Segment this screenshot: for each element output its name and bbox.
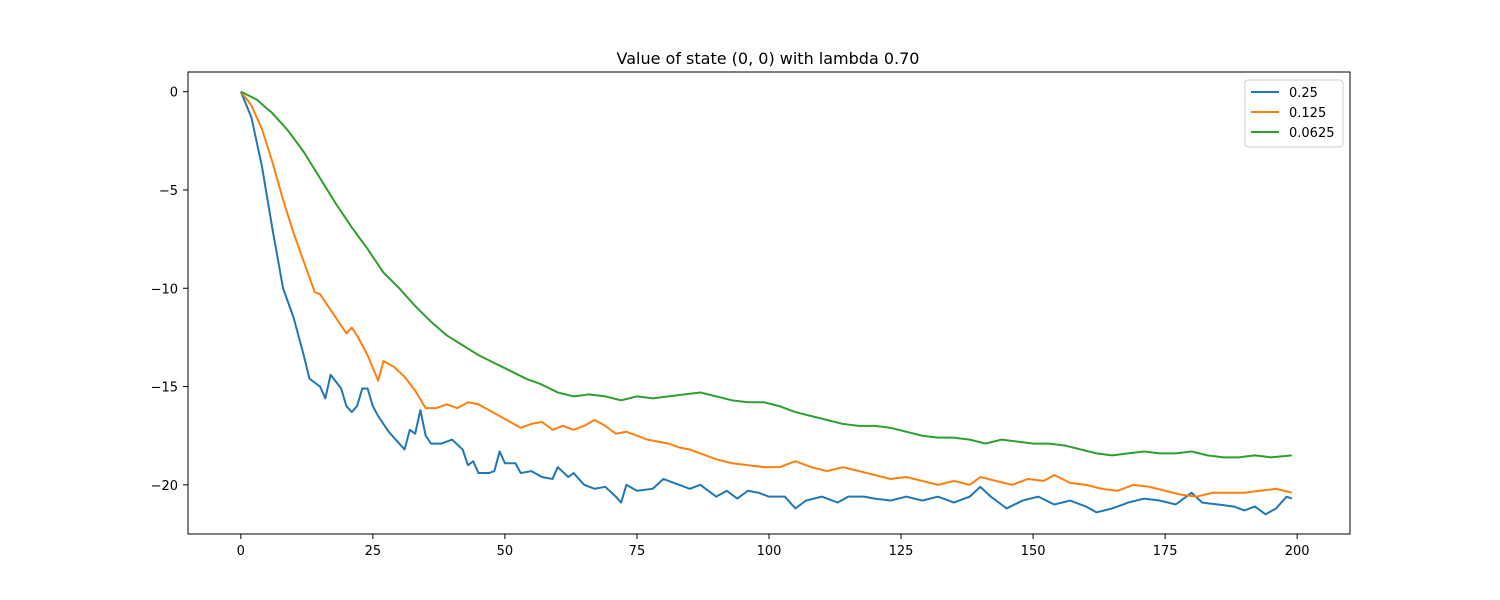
y-tick-label: 0 (170, 86, 178, 101)
y-tick-label: −10 (151, 282, 178, 297)
x-axis: 0 25 50 75 100 125 150 175 200 (237, 534, 1310, 559)
chart-title: Value of state (0, 0) with lambda 0.70 (617, 49, 920, 68)
x-tick-label: 75 (629, 544, 646, 559)
x-tick-label: 175 (1153, 544, 1178, 559)
legend-label: 0.125 (1289, 106, 1326, 121)
plot-area (187, 71, 1351, 535)
x-tick-label: 25 (365, 544, 382, 559)
x-tick-label: 200 (1285, 544, 1310, 559)
series-line-0.125 (240, 91, 1293, 498)
x-tick-label: 50 (497, 544, 514, 559)
x-tick-label: 125 (889, 544, 914, 559)
legend-label: 0.0625 (1289, 126, 1335, 141)
series-line-0.0625 (240, 90, 1292, 459)
legend-label: 0.25 (1289, 86, 1318, 101)
plot-frame (187, 71, 1351, 535)
series-line-0.25 (239, 91, 1293, 516)
y-tick-label: −5 (159, 184, 178, 199)
y-tick-label: −15 (151, 381, 178, 396)
legend: 0.25 0.125 0.0625 (1244, 79, 1344, 148)
x-tick-label: 150 (1021, 544, 1046, 559)
x-tick-label: 0 (237, 544, 245, 559)
y-tick-label: −20 (151, 479, 178, 494)
y-axis: 0 −5 −10 −15 −20 (151, 86, 188, 494)
x-tick-label: 100 (757, 544, 782, 559)
series-layer (239, 90, 1293, 516)
legend-box (1244, 79, 1344, 148)
